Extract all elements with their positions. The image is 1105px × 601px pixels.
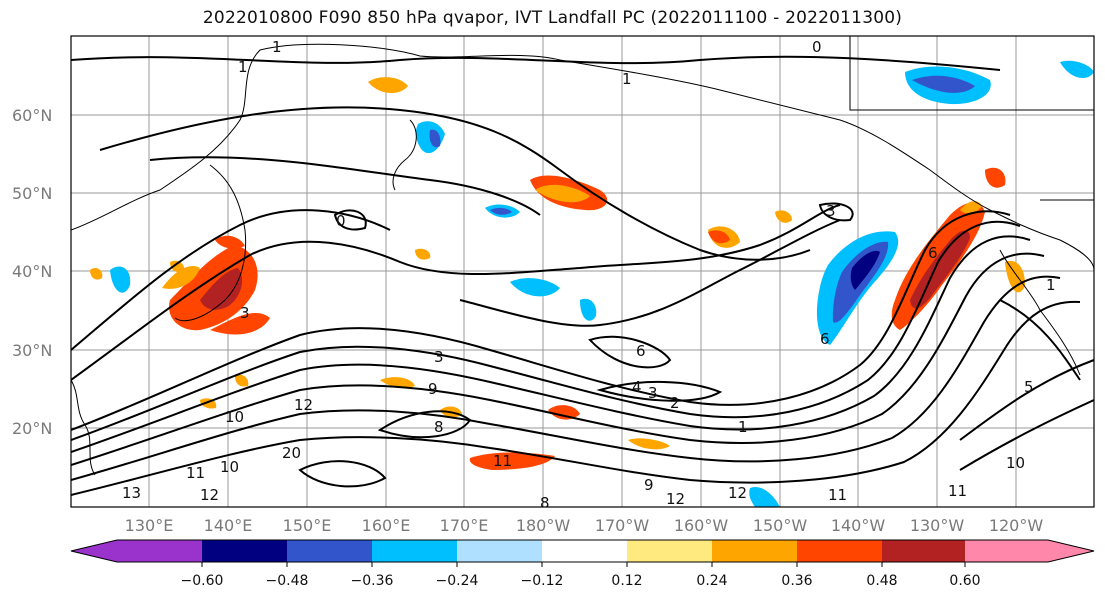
contour-label: 12 [294, 396, 313, 414]
colorbar-segment [457, 540, 542, 562]
contour-label: 10 [1006, 454, 1025, 472]
contour-label: 1 [622, 70, 632, 88]
contour-label: 0 [812, 38, 822, 56]
coastlines [71, 36, 1094, 476]
contour-labels: 1 1 0 1 3 0 3 3 9 12 10 10 12 20 11 13 8 [122, 38, 1056, 512]
lon-label: 130°W [910, 516, 965, 535]
lon-label: 140°W [831, 516, 886, 535]
contour-label: 3 [826, 202, 836, 220]
colorbar-label: −0.24 [436, 573, 479, 589]
qvapor-fill [90, 60, 1094, 507]
colorbar-segment [965, 540, 1048, 562]
colorbar-label: 0.48 [866, 573, 897, 589]
contour-label: 10 [220, 458, 239, 476]
contour-label: 1 [738, 418, 748, 436]
contour-label: 1 [238, 58, 248, 76]
contour-label: 3 [240, 304, 250, 322]
ivt-contours [71, 55, 1094, 496]
contour-label: 10 [225, 408, 244, 426]
contour-label: 1 [272, 38, 282, 56]
lon-label: 160°E [362, 516, 411, 535]
colorbar-outline [70, 539, 1095, 563]
colorbar-segment [797, 540, 882, 562]
contour-label: 4 [632, 378, 642, 396]
lat-label-50n: 50°N [12, 184, 52, 203]
map-frame [70, 35, 1095, 508]
lat-label-60n: 60°N [12, 106, 52, 125]
lon-label: 150°E [283, 516, 332, 535]
colorbar-segment [117, 540, 202, 562]
colorbar-label: 0.60 [949, 573, 980, 589]
lon-label: 170°W [595, 516, 650, 535]
colorbar-label: 0.12 [611, 573, 642, 589]
colorbar-extend-high [1048, 540, 1094, 562]
contour-label: 6 [636, 342, 646, 360]
map-panel: 1 1 0 1 3 0 3 3 9 12 10 10 12 20 11 13 8 [70, 35, 1095, 512]
lon-label: 130°E [125, 516, 174, 535]
contour-label: 1 [1046, 276, 1056, 294]
contour-label: 8 [434, 418, 444, 436]
lat-label-40n: 40°N [12, 262, 52, 281]
map-content: 1 1 0 1 3 0 3 3 9 12 10 10 12 20 11 13 8 [71, 36, 1094, 512]
contour-label: 11 [493, 452, 512, 470]
colorbar-label: 0.24 [696, 573, 727, 589]
lon-label: 140°E [204, 516, 253, 535]
lon-label: 170°E [440, 516, 489, 535]
lon-label: 120°W [989, 516, 1044, 535]
colorbar-label: 0.36 [781, 573, 812, 589]
latitude-labels: 60°N 50°N 40°N 30°N 20°N [12, 106, 52, 438]
contour-label: 11 [186, 464, 205, 482]
contour-label: 9 [644, 476, 654, 494]
lat-label-30n: 30°N [12, 341, 52, 360]
contour-label: 5 [1024, 378, 1034, 396]
title-text: 2022010800 F090 850 hPa qvapor, IVT Land… [202, 8, 903, 28]
contour-label: 3 [648, 384, 658, 402]
colorbar-label: −0.36 [351, 573, 394, 589]
colorbar-segment [627, 540, 712, 562]
colorbar-segment [542, 540, 627, 562]
contour-label: 2 [670, 394, 680, 412]
lon-label: 150°W [753, 516, 808, 535]
colorbar-ticks [201, 562, 966, 567]
contour-label: 11 [828, 486, 847, 504]
contour-label: 6 [820, 330, 830, 348]
colorbar-segment [882, 540, 965, 562]
contour-label: 12 [666, 490, 685, 508]
contour-label: 13 [122, 484, 141, 502]
contour-label: 0 [336, 212, 346, 230]
contour-label: 11 [948, 482, 967, 500]
colorbar-label: −0.48 [266, 573, 309, 589]
lat-label-20n: 20°N [12, 419, 52, 438]
lon-label: 180°W [516, 516, 571, 535]
colorbar-extend-low [71, 540, 117, 562]
colorbar-segment [372, 540, 457, 562]
contour-label: 12 [728, 484, 747, 502]
colorbar-segment [712, 540, 797, 562]
contour-label: 3 [434, 348, 444, 366]
colorbar-label: −0.12 [521, 573, 564, 589]
contour-label: 8 [540, 494, 550, 512]
lon-label: 160°W [674, 516, 729, 535]
contour-label: 20 [282, 444, 301, 462]
longitude-labels: 130°E 140°E 150°E 160°E 170°E 180°W 170°… [125, 516, 1044, 535]
colorbar-label: −0.60 [181, 573, 224, 589]
colorbar-segment [202, 540, 287, 562]
figure-title: 2022010800 F090 850 hPa qvapor, IVT Land… [0, 8, 1105, 28]
contour-label: 9 [428, 380, 438, 398]
contour-label: 6 [928, 244, 938, 262]
contour-label: 12 [200, 486, 219, 504]
colorbar: −0.60 −0.48 −0.36 −0.24 −0.12 0.12 0.24 … [70, 539, 1095, 589]
colorbar-segment [287, 540, 372, 562]
